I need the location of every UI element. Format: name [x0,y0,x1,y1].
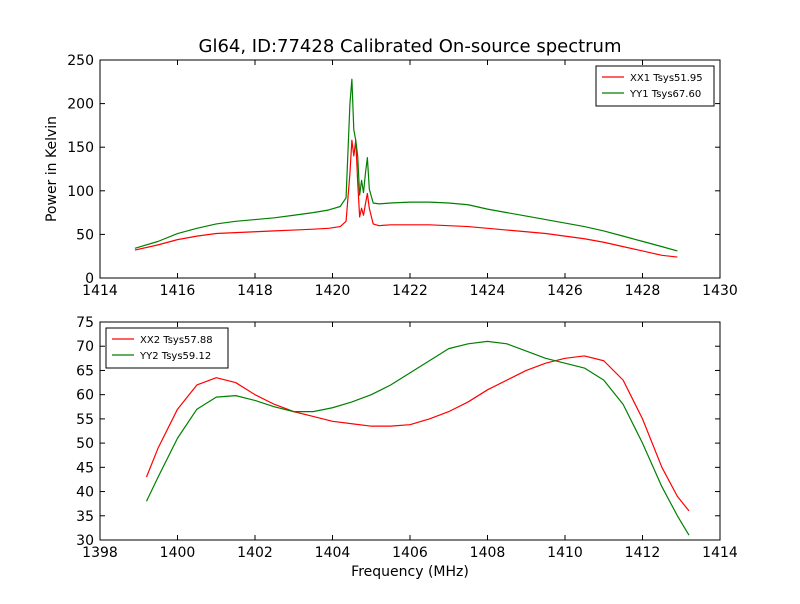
bottom-plot: 1398 1400 1402 1404 1406 1408 1410 1412 1414 30 35… [76,315,738,580]
x-tick-label: 1398 [82,545,118,561]
y-tick-label: 0 [85,271,94,287]
y-tick-label: 100 [67,184,94,200]
x-tick-label: 1426 [547,283,583,299]
y-tick-label: 60 [76,388,94,404]
x-tick-label: 1430 [702,283,738,299]
y-tick-label: 50 [76,436,94,452]
y-tick-label: 75 [76,315,94,331]
y-tick-label: 40 [76,485,94,501]
x-axis-label: Frequency (MHz) [351,564,469,580]
y-tick-label: 65 [76,363,94,379]
y-tick-label: 30 [76,533,94,549]
x-tick-label: 1420 [315,283,351,299]
legend: XX1 Tsys51.95 YY1 Tsys67.60 [595,65,715,107]
y-tick-label: 150 [67,140,94,156]
y-tick-label: 45 [76,460,94,476]
series-line-2-2 [145,340,690,536]
y-axis-label: Power in Kelvin [44,116,60,222]
x-tick-label: 1422 [392,283,428,299]
y-tick-label: 50 [76,227,94,243]
legend-entry: XX2 Tsys57.88 [140,335,213,346]
x-tick-label: 1424 [470,283,506,299]
chart-title: Gl64, ID:77428 Calibrated On-source spec… [199,36,622,57]
x-tick-label: 1416 [160,283,196,299]
x-tick-label: 1414 [82,283,118,299]
x-tick-label: 1414 [702,545,738,561]
x-tick-label: 1400 [160,545,196,561]
top-plot: 1414 1416 1418 1420 1422 1424 1426 1428 1430 0 50 1… [44,53,738,299]
y-tick-label: 200 [67,97,94,113]
x-tick-label: 1412 [625,545,661,561]
x-tick-label: 1428 [625,283,661,299]
y-tick-label: 250 [67,53,94,69]
y-tick-label: 70 [76,339,94,355]
legend: XX2 Tsys57.88 YY2 Tsys59.12 [105,327,229,369]
x-tick-label: 1402 [237,545,273,561]
y-tick-label: 35 [76,509,94,525]
y-tick-label: 55 [76,412,94,428]
legend-entry: YY1 Tsys67.60 [629,89,701,100]
legend-box [105,327,229,369]
x-tick-label: 1418 [237,283,273,299]
series-line-1-2 [134,78,678,252]
legend-box [595,65,715,107]
legend-entry: YY2 Tsys59.12 [139,351,211,362]
x-tick-label: 1408 [470,545,506,561]
x-tick-label: 1410 [547,545,583,561]
legend-entry: XX1 Tsys51.95 [630,73,703,84]
x-tick-label: 1404 [315,545,351,561]
series-line-2-1 [145,355,690,512]
x-tick-label: 1406 [392,545,428,561]
series-line-1-1 [134,139,678,258]
